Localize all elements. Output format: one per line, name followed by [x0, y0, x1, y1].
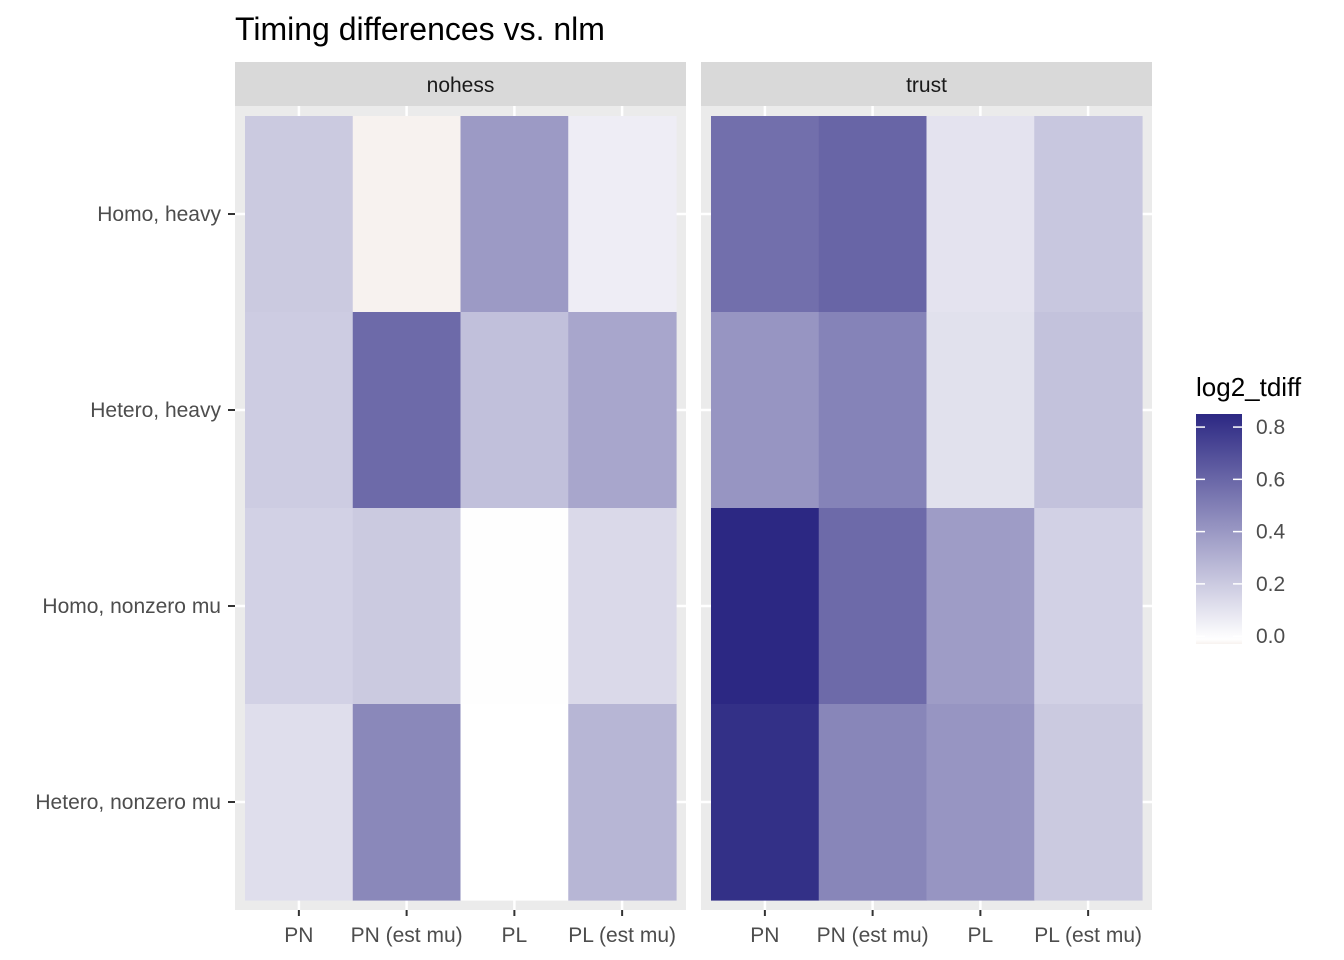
heatmap-cell — [460, 508, 569, 705]
heatmap-cell — [568, 116, 677, 313]
heatmap-cell — [352, 312, 462, 509]
x-tick-label: PN (est mu) — [817, 924, 929, 947]
heatmap-cell — [818, 508, 928, 705]
x-tick-label: PN — [750, 924, 779, 947]
color-legend: log2_tdiff 0.8 0.6 0.4 0.2 0.0 — [1196, 372, 1302, 648]
x-tick-label: PL (est mu) — [568, 924, 676, 947]
facet-strip — [701, 62, 1152, 106]
heatmap-cell — [245, 704, 354, 901]
legend-title: log2_tdiff — [1196, 372, 1302, 402]
legend-tick-label: 0.4 — [1256, 521, 1286, 544]
heatmap-cell — [460, 312, 569, 509]
heatmap-cell — [926, 508, 1035, 705]
heatmap-cell — [352, 704, 462, 901]
heatmap-cell — [460, 116, 569, 313]
heatmap-cell — [711, 116, 820, 313]
y-tick-label: Hetero, nonzero mu — [35, 791, 221, 814]
legend-tick-label: 0.8 — [1256, 416, 1285, 439]
heatmap-cell — [245, 508, 354, 705]
y-tick-label: Homo, nonzero mu — [42, 595, 221, 618]
heatmap-cell — [711, 704, 820, 901]
heatmap-cell — [926, 704, 1035, 901]
facet-strip-label: trust — [906, 74, 947, 97]
heatmap-cell — [568, 312, 677, 509]
x-tick-label: PN — [284, 924, 313, 947]
heatmap-cell — [818, 704, 928, 901]
facet-trust: trust PN PN (est mu) PL PL (est mu) — [701, 62, 1152, 947]
heatmap-cell — [711, 312, 820, 509]
heatmap-cell — [1034, 116, 1143, 313]
legend-colorbar — [1196, 414, 1242, 644]
legend-tick-label: 0.2 — [1256, 573, 1285, 596]
y-tick-label: Homo, heavy — [97, 203, 221, 226]
facet-strip-label: nohess — [427, 74, 495, 97]
facet-nohess: nohess PN PN (est mu) PL PL (est mu) — [235, 62, 686, 947]
heatmap-cell — [460, 704, 569, 901]
heatmap-cell — [352, 508, 462, 705]
y-tick-label: Hetero, heavy — [90, 399, 221, 422]
heatmap-cell — [711, 508, 820, 705]
x-tick-label: PL — [968, 924, 994, 947]
legend-tick-label: 0.0 — [1256, 625, 1285, 648]
heatmap-cell — [1034, 312, 1143, 509]
heatmap-cell — [926, 312, 1035, 509]
heatmap-cell — [568, 704, 677, 901]
heatmap-cell — [245, 312, 354, 509]
facet-panels: nohess PN PN (est mu) PL PL (est mu) trust PN P… — [235, 62, 1152, 947]
x-tick-label: PN (est mu) — [351, 924, 463, 947]
y-axis: Homo, heavy Hetero, heavy Homo, nonzero mu… — [35, 203, 235, 814]
heatmap-cell — [352, 116, 462, 313]
heatmap-cell — [926, 116, 1035, 313]
heatmap-cell — [568, 508, 677, 705]
x-tick-label: PL (est mu) — [1034, 924, 1142, 947]
heatmap-cell — [818, 116, 928, 313]
x-tick-label: PL — [502, 924, 528, 947]
heatmap-cell — [818, 312, 928, 509]
facet-strip — [235, 62, 686, 106]
heatmap-cell — [245, 116, 354, 313]
heatmap-cell — [1034, 508, 1143, 705]
legend-tick-label: 0.6 — [1256, 468, 1285, 491]
chart-title: Timing differences vs. nlm — [235, 11, 605, 47]
heatmap-cell — [1034, 704, 1143, 901]
